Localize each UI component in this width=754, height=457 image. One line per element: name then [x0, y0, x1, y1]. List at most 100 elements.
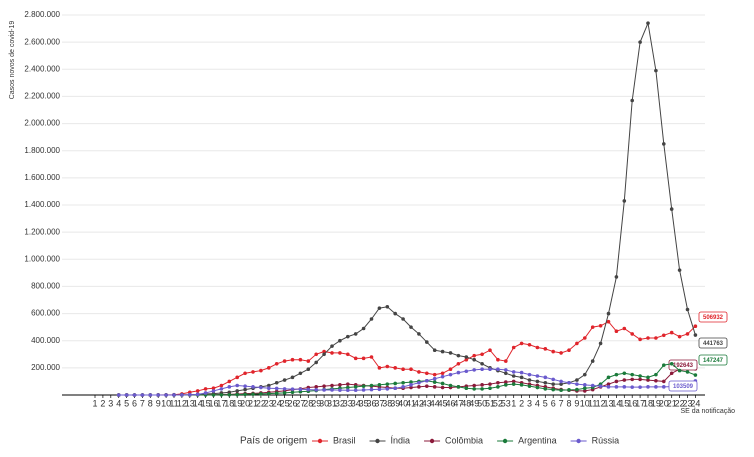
x-tick-label: 2	[100, 398, 105, 408]
legend-marker	[429, 438, 435, 444]
data-point	[662, 333, 666, 338]
data-point	[511, 382, 516, 386]
data-point	[377, 306, 382, 310]
series-line	[118, 367, 696, 396]
end-label: 506932	[703, 315, 724, 321]
data-point	[456, 361, 461, 366]
data-point	[409, 380, 413, 384]
data-point	[417, 370, 421, 374]
x-tick-label: 9	[156, 398, 161, 408]
data-point	[662, 142, 666, 146]
data-point	[361, 356, 366, 361]
x-tick-label: 1	[92, 398, 97, 408]
data-point	[662, 363, 666, 367]
data-point	[504, 368, 508, 372]
data-point	[282, 359, 287, 363]
data-point	[543, 347, 548, 351]
data-point	[425, 378, 429, 383]
data-point	[622, 385, 627, 389]
data-point	[330, 351, 334, 355]
data-point	[172, 393, 176, 397]
data-point	[274, 380, 279, 385]
data-point	[124, 393, 129, 397]
data-point	[614, 385, 619, 389]
data-point	[448, 383, 453, 388]
x-tick-label: 22	[256, 398, 266, 408]
data-point	[211, 386, 216, 391]
y-tick-label: 1.000.000	[24, 254, 60, 263]
x-tick-label: 22	[675, 398, 685, 408]
data-point	[606, 311, 611, 316]
data-point	[219, 392, 224, 397]
x-tick-label: 21	[667, 398, 677, 408]
legend-label: Brasil	[333, 435, 356, 445]
x-tick-label: 39	[390, 398, 400, 408]
data-point	[614, 372, 619, 377]
x-tick-label: 18	[224, 398, 234, 408]
x-tick-label: 48	[461, 398, 471, 408]
data-point	[377, 387, 382, 392]
data-point	[251, 392, 255, 396]
data-point	[425, 384, 429, 388]
x-tick-label: 21	[248, 398, 258, 408]
x-tick-label: 41	[406, 398, 416, 408]
data-point	[519, 341, 524, 346]
data-point	[638, 377, 642, 382]
legend-label: Rússia	[592, 435, 620, 445]
data-point	[511, 379, 516, 384]
data-point	[630, 372, 634, 377]
x-tick-label: 10	[161, 398, 171, 408]
x-tick-label: 17	[635, 398, 645, 408]
x-axis-title: SE da notificação	[681, 408, 736, 415]
data-point	[654, 378, 658, 383]
data-point	[504, 359, 508, 363]
data-point	[527, 342, 532, 347]
x-tick-label: 36	[366, 398, 376, 408]
data-point	[567, 388, 571, 392]
data-point	[614, 379, 619, 384]
data-point	[496, 367, 500, 372]
data-point	[432, 348, 437, 353]
data-point	[361, 384, 366, 388]
data-point	[385, 304, 390, 309]
data-point	[282, 378, 287, 382]
data-point	[219, 387, 224, 391]
x-tick-label: 7	[140, 398, 145, 408]
data-point	[630, 332, 634, 336]
data-point	[575, 341, 579, 346]
x-tick-label: 52	[493, 398, 503, 408]
data-point	[338, 338, 342, 343]
data-point	[188, 392, 192, 397]
data-point	[638, 385, 642, 389]
data-point	[488, 367, 492, 372]
data-point	[267, 383, 271, 388]
data-point	[203, 387, 208, 391]
data-point	[519, 370, 524, 375]
data-point	[353, 356, 358, 361]
data-point	[361, 326, 366, 331]
x-tick-label: 27	[295, 398, 305, 408]
data-point	[472, 387, 477, 391]
data-point	[290, 387, 295, 391]
data-point	[543, 375, 548, 380]
data-point	[440, 381, 445, 386]
x-tick-label: 53	[501, 398, 511, 408]
data-point	[132, 393, 137, 397]
x-tick-label: 30	[319, 398, 329, 408]
y-tick-label: 1.200.000	[24, 227, 60, 236]
x-tick-label: 28	[303, 398, 313, 408]
data-point	[243, 384, 247, 388]
data-point	[140, 393, 145, 397]
data-point	[551, 349, 555, 354]
x-tick-label: 16	[208, 398, 218, 408]
data-point	[393, 386, 398, 391]
x-tick-label: 47	[453, 398, 463, 408]
data-point	[504, 383, 508, 387]
data-point	[662, 379, 666, 384]
data-point	[480, 383, 484, 387]
x-tick-label: 26	[287, 398, 297, 408]
data-point	[488, 382, 492, 386]
data-point	[401, 317, 405, 321]
data-point	[559, 351, 563, 355]
data-point	[456, 370, 461, 375]
